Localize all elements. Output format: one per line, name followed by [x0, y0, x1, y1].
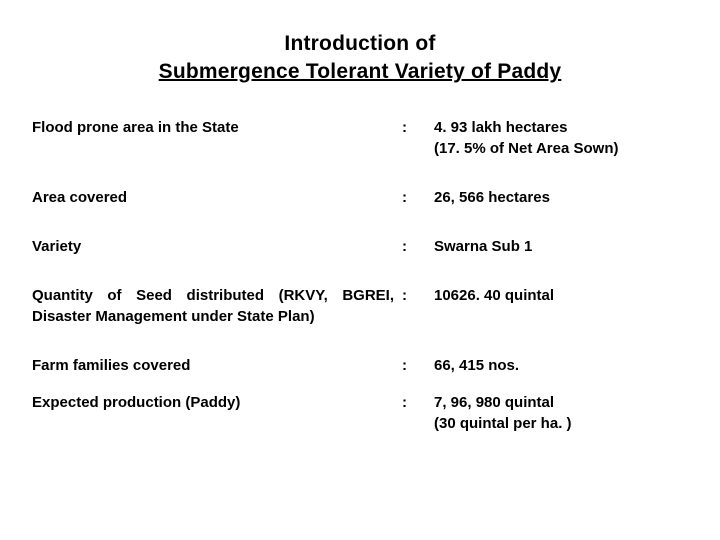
table-row: Farm families covered:66, 415 nos. [32, 355, 688, 392]
row-value: 10626. 40 quintal [422, 285, 688, 355]
row-colon: : [402, 187, 422, 236]
row-value: 4. 93 lakh hectares(17. 5% of Net Area S… [422, 117, 688, 187]
row-colon: : [402, 355, 422, 392]
title-line-1: Introduction of [284, 32, 435, 55]
page-title: Introduction of Submergence Tolerant Var… [32, 30, 688, 87]
table-row: Variety:Swarna Sub 1 [32, 236, 688, 285]
row-value: 7, 96, 980 quintal(30 quintal per ha. ) [422, 392, 688, 462]
row-value: 26, 566 hectares [422, 187, 688, 236]
row-colon: : [402, 236, 422, 285]
table-row: Quantity of Seed distributed (RKVY, BGRE… [32, 285, 688, 355]
table-row: Flood prone area in the State:4. 93 lakh… [32, 117, 688, 187]
row-label: Expected production (Paddy) [32, 392, 402, 462]
row-label: Farm families covered [32, 355, 402, 392]
row-value: Swarna Sub 1 [422, 236, 688, 285]
row-label: Flood prone area in the State [32, 117, 402, 187]
row-value: 66, 415 nos. [422, 355, 688, 392]
table-row: Expected production (Paddy):7, 96, 980 q… [32, 392, 688, 462]
row-colon: : [402, 285, 422, 355]
table-row: Area covered:26, 566 hectares [32, 187, 688, 236]
row-label: Variety [32, 236, 402, 285]
row-colon: : [402, 392, 422, 462]
title-line-2: Submergence Tolerant Variety of Paddy [159, 60, 562, 83]
row-label: Quantity of Seed distributed (RKVY, BGRE… [32, 285, 402, 355]
row-label: Area covered [32, 187, 402, 236]
info-table: Flood prone area in the State:4. 93 lakh… [32, 117, 688, 462]
row-colon: : [402, 117, 422, 187]
